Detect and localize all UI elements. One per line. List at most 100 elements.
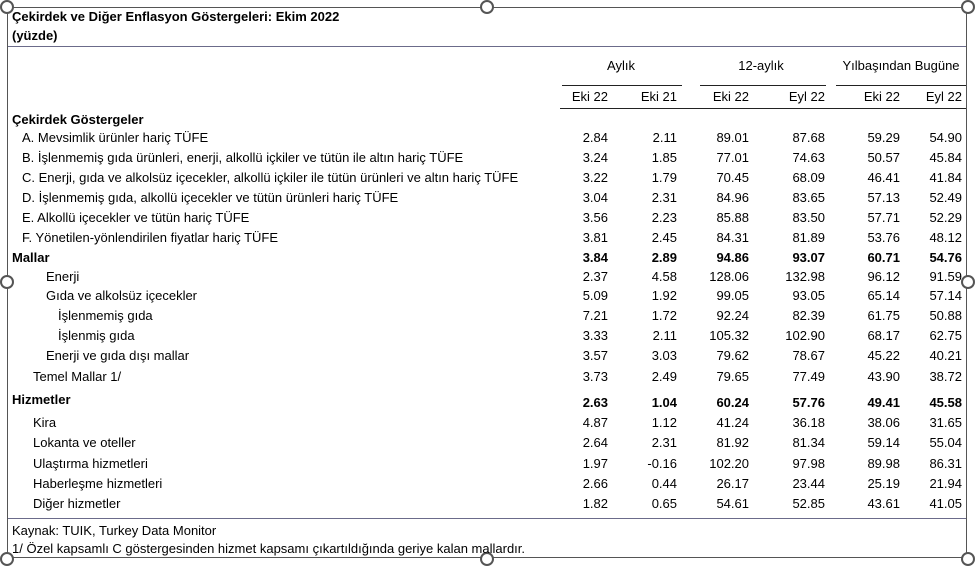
cell: 1.92 — [651, 288, 677, 303]
column-header: Eki 22 — [863, 89, 900, 104]
column-header: Eki 22 — [571, 89, 608, 104]
cell: 97.98 — [792, 456, 825, 471]
cell: 26.17 — [716, 476, 749, 491]
cell: 86.31 — [929, 456, 962, 471]
table-row: Temel Mallar 1/ 3.73 2.49 79.65 77.49 43… — [0, 368, 976, 386]
row-label: B. İşlenmemiş gıda ürünleri, enerji, alk… — [22, 150, 464, 165]
cell: 41.24 — [716, 415, 749, 430]
row-label: Ulaştırma hizmetleri — [33, 456, 148, 471]
cell: 50.88 — [929, 308, 962, 323]
cell: 0.65 — [651, 496, 677, 511]
column-header: Eki 22 — [712, 89, 749, 104]
cell: 36.18 — [792, 415, 825, 430]
cell: 57.71 — [867, 210, 900, 225]
cell: 68.17 — [867, 328, 900, 343]
cell: 93.07 — [792, 250, 825, 265]
cell: 77.01 — [716, 150, 749, 165]
row-label: Temel Mallar 1/ — [33, 369, 122, 384]
table-row: İşlenmiş gıda 3.33 2.11 105.32 102.90 68… — [0, 327, 976, 345]
column-header: Eyl 22 — [925, 89, 962, 104]
cell: 2.49 — [651, 369, 677, 384]
cell: 3.57 — [582, 348, 608, 363]
resize-handle-top-center[interactable] — [480, 0, 494, 14]
cell: 94.86 — [716, 250, 749, 265]
cell: 45.58 — [929, 395, 962, 410]
row-label: Kira — [33, 415, 57, 430]
cell: 60.24 — [716, 395, 749, 410]
cell: 84.96 — [716, 190, 749, 205]
resize-handle-bottom-right[interactable] — [961, 552, 975, 566]
cell: 84.31 — [716, 230, 749, 245]
cell: 0.44 — [651, 476, 677, 491]
resize-handle-top-left[interactable] — [0, 0, 14, 14]
table-row: Enerji ve gıda dışı mallar 3.57 3.03 79.… — [0, 347, 976, 365]
cell: 83.65 — [792, 190, 825, 205]
cell: 65.14 — [867, 288, 900, 303]
cell: 99.05 — [716, 288, 749, 303]
row-label: Hizmetler — [12, 392, 71, 407]
table-row: E. Alkollü içecekler ve tütün hariç TÜFE… — [0, 209, 976, 227]
cell: 74.63 — [792, 150, 825, 165]
cell: 2.11 — [652, 328, 677, 343]
row-label: İşlenmiş gıda — [58, 328, 135, 343]
cell: 49.41 — [867, 395, 900, 410]
cell: 21.94 — [929, 476, 962, 491]
cell: 87.68 — [792, 130, 825, 145]
resize-handle-bottom-left[interactable] — [0, 552, 14, 566]
cell: 5.09 — [582, 288, 608, 303]
table-title: Çekirdek ve Diğer Enflasyon Göstergeleri… — [12, 9, 340, 24]
row-label: Gıda ve alkolsüz içecekler — [46, 288, 198, 303]
table-row: Mallar 3.84 2.89 94.86 93.07 60.71 54.76 — [0, 249, 976, 267]
row-label: Mallar — [12, 250, 50, 265]
cell: 38.72 — [929, 369, 962, 384]
cell: 128.06 — [709, 269, 749, 284]
cell: 3.03 — [651, 348, 677, 363]
cell: 4.58 — [651, 269, 677, 284]
cell: 78.67 — [792, 348, 825, 363]
cell: 2.89 — [651, 250, 677, 265]
cell: 52.49 — [929, 190, 962, 205]
resize-handle-middle-left[interactable] — [0, 275, 14, 289]
table-row: Lokanta ve oteller 2.64 2.31 81.92 81.34… — [0, 434, 976, 452]
resize-handle-middle-right[interactable] — [961, 275, 975, 289]
cell: 2.84 — [582, 130, 608, 145]
table-row: İşlenmemiş gıda 7.21 1.72 92.24 82.39 61… — [0, 307, 976, 325]
table-row: B. İşlenmemiş gıda ürünleri, enerji, alk… — [0, 149, 976, 167]
row-label: Haberleşme hizmetleri — [33, 476, 163, 491]
row-label: Enerji ve gıda dışı mallar — [46, 348, 190, 363]
row-label: Lokanta ve oteller — [33, 435, 136, 450]
cell: 91.59 — [929, 269, 962, 284]
row-label: İşlenmemiş gıda — [58, 308, 153, 323]
footnote: 1/ Özel kapsamlı C göstergesinden hizmet… — [12, 541, 526, 556]
cell: 2.31 — [651, 190, 677, 205]
resize-handle-bottom-center[interactable] — [480, 552, 494, 566]
table-row: Ulaştırma hizmetleri 1.97 -0.16 102.20 9… — [0, 455, 976, 473]
cell: 57.13 — [867, 190, 900, 205]
cell: 81.89 — [792, 230, 825, 245]
column-header: Eyl 22 — [788, 89, 825, 104]
cell: 55.04 — [929, 435, 962, 450]
resize-handle-top-right[interactable] — [961, 0, 975, 14]
cell: 61.75 — [867, 308, 900, 323]
cell: 7.21 — [582, 308, 608, 323]
cell: 4.87 — [582, 415, 608, 430]
cell: 2.64 — [582, 435, 608, 450]
cell: 57.76 — [792, 395, 825, 410]
column-header: Eki 21 — [640, 89, 677, 104]
cell: 38.06 — [867, 415, 900, 430]
table-row: Diğer hizmetler 1.82 0.65 54.61 52.85 43… — [0, 495, 976, 513]
row-label: A. Mevsimlik ürünler hariç TÜFE — [22, 130, 209, 145]
cell: 25.19 — [867, 476, 900, 491]
cell: 79.65 — [716, 369, 749, 384]
table-row: Kira 4.87 1.12 41.24 36.18 38.06 31.65 — [0, 414, 976, 432]
cell: 3.33 — [582, 328, 608, 343]
cell: 52.85 — [792, 496, 825, 511]
section-heading-core: Çekirdek Göstergeler — [12, 112, 144, 127]
cell: 1.04 — [651, 395, 677, 410]
cell: 3.56 — [582, 210, 608, 225]
cell: 85.88 — [716, 210, 749, 225]
row-label: F. Yönetilen-yönlendirilen fiyatlar hari… — [22, 230, 279, 245]
cell: 132.98 — [785, 269, 825, 284]
cell: 3.73 — [582, 369, 608, 384]
cell: 105.32 — [709, 328, 749, 343]
